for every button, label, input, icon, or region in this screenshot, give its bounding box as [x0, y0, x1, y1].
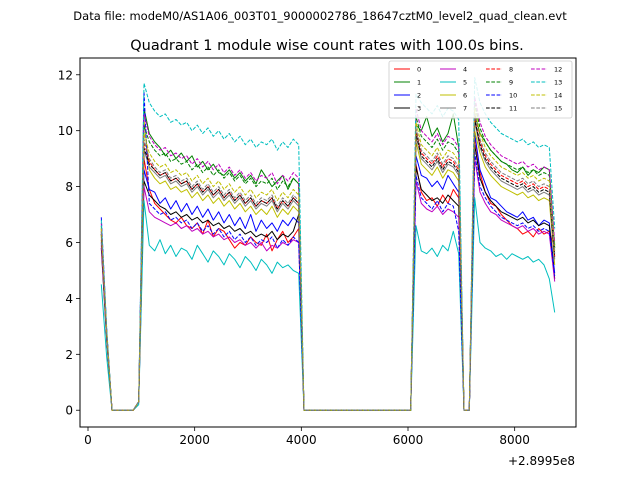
legend-label-12: 12	[554, 65, 562, 73]
legend-label-0: 0	[417, 65, 421, 73]
x-axis: 0 2000 4000 6000 8000	[84, 427, 530, 447]
x-tick-label: 6000	[393, 433, 424, 447]
plot-area	[80, 58, 576, 427]
legend-label-5: 5	[463, 78, 467, 86]
legend-label-2: 2	[417, 91, 421, 99]
legend-label-15: 15	[554, 104, 562, 112]
legend-label-1: 1	[417, 78, 421, 86]
y-tick-label: 2	[65, 348, 73, 362]
legend-label-3: 3	[417, 104, 421, 112]
y-axis: 0 2 4 6 8 10 12	[58, 68, 80, 418]
legend-label-13: 13	[554, 78, 562, 86]
y-tick-label: 10	[58, 124, 73, 138]
series-line-14	[100, 107, 556, 411]
legend-label-4: 4	[463, 65, 467, 73]
legend-label-9: 9	[509, 78, 513, 86]
legend-frame	[388, 60, 573, 119]
chart-title: Quadrant 1 module wise count rates with …	[130, 38, 524, 54]
x-tick-label: 2000	[179, 433, 210, 447]
y-tick-label: 0	[65, 404, 73, 418]
x-axis-offset-text: +2.8995e8	[508, 454, 575, 468]
legend-label-11: 11	[509, 104, 517, 112]
legend-label-10: 10	[509, 91, 517, 99]
series-line-15	[100, 113, 556, 411]
figure-suptitle: Data file: modeM0/AS1A06_003T01_90000027…	[73, 9, 567, 23]
y-tick-label: 4	[65, 292, 73, 306]
y-tick-label: 8	[65, 180, 73, 194]
x-tick-label: 8000	[499, 433, 530, 447]
legend-label-7: 7	[463, 104, 467, 112]
x-tick-label: 4000	[286, 433, 317, 447]
x-tick-label: 0	[84, 433, 92, 447]
series-line-10	[100, 91, 556, 411]
y-tick-label: 6	[65, 236, 73, 250]
legend-label-6: 6	[463, 91, 467, 99]
legend-label-8: 8	[509, 65, 513, 73]
y-tick-label: 12	[58, 68, 73, 82]
legend-label-14: 14	[554, 91, 562, 99]
